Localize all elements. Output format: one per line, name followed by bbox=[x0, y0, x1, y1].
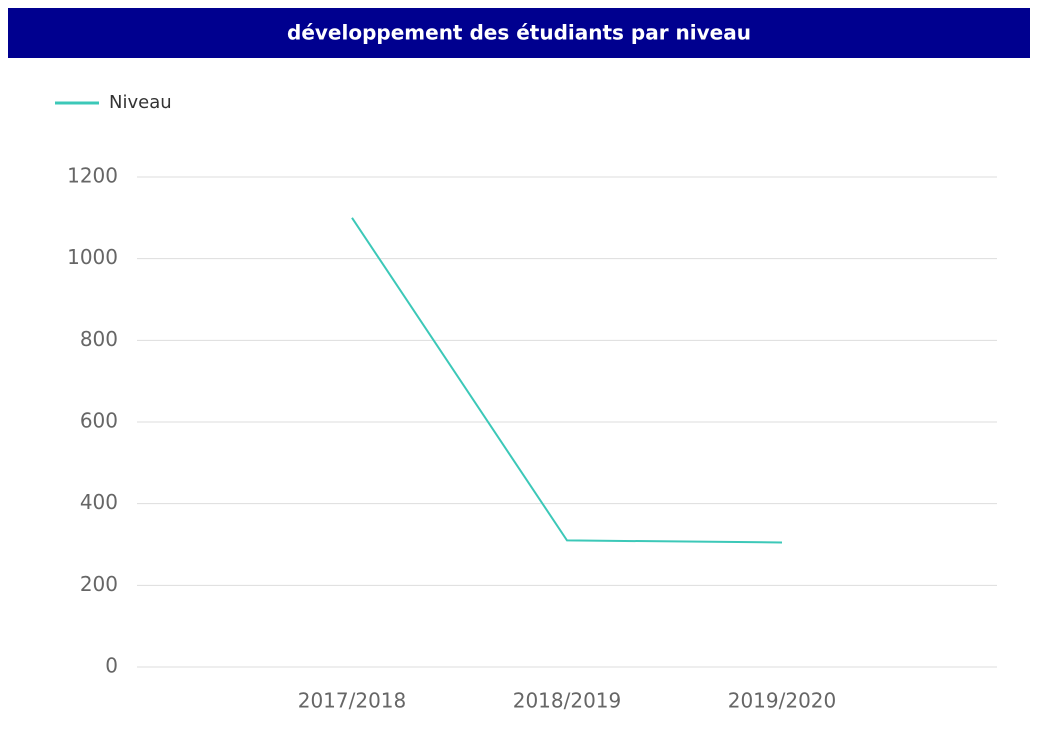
y-tick-label: 800 bbox=[80, 327, 118, 351]
x-tick-label: 2018/2019 bbox=[513, 689, 622, 713]
legend-label: Niveau bbox=[109, 92, 172, 113]
series-line bbox=[351, 217, 783, 544]
chart-title: développement des étudiants par niveau bbox=[287, 21, 751, 45]
y-tick-label: 0 bbox=[105, 654, 118, 678]
y-tick-label: 400 bbox=[80, 490, 118, 514]
x-tick-label: 2017/2018 bbox=[298, 689, 407, 713]
y-tick-label: 200 bbox=[80, 572, 118, 596]
title-bar bbox=[8, 8, 1030, 58]
y-tick-label: 600 bbox=[80, 409, 118, 433]
y-tick-label: 1000 bbox=[67, 245, 118, 269]
y-tick-label: 1200 bbox=[67, 164, 118, 188]
x-tick-label: 2019/2020 bbox=[728, 689, 837, 713]
